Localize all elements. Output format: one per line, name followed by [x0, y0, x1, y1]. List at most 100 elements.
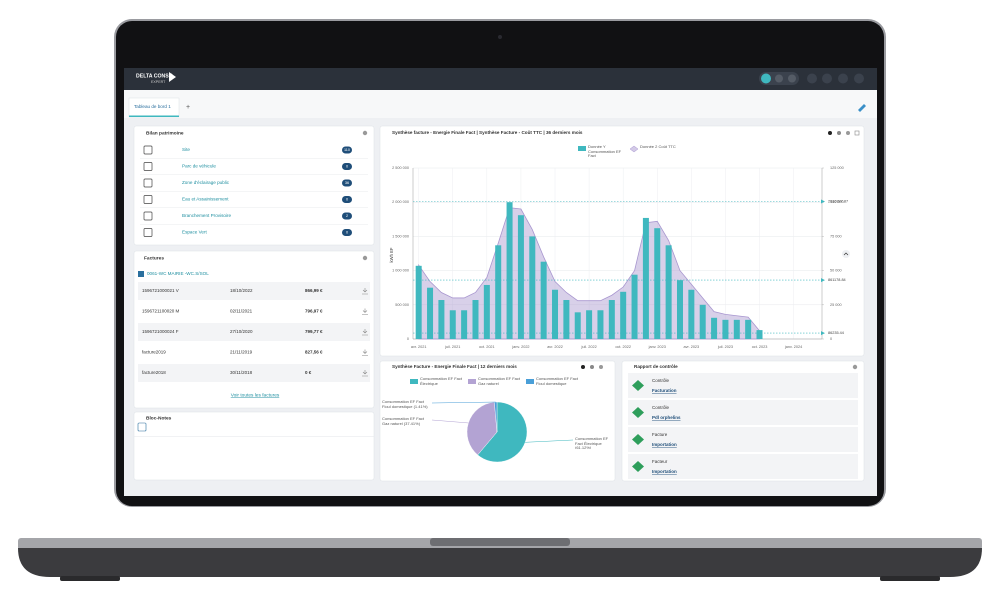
- pie-label-box: Consommation EF Fact Gaz naturel (37.41%…: [382, 417, 430, 429]
- brand: DELTA CONSO: [136, 73, 173, 79]
- site-name: 0061-WC MAIRIE -WC.S/SOL: [147, 271, 209, 276]
- settings-icon[interactable]: [363, 131, 367, 135]
- x-tick-label: juil. 2022: [580, 345, 596, 349]
- row-bg: [138, 364, 370, 382]
- invoice-number: facture2018: [142, 370, 166, 375]
- x-tick-label: janv. 2023: [648, 345, 666, 349]
- notes-edit[interactable]: [138, 423, 146, 431]
- y2-tick-label: 50 000: [830, 269, 842, 273]
- invoice-amount: 866,99 €: [305, 288, 323, 293]
- card-title: Synthèse facture - Energie Finale Fact |…: [392, 130, 583, 135]
- notes-divider: [134, 436, 374, 437]
- report-kind: Facture: [652, 432, 668, 437]
- count: 0: [346, 231, 348, 235]
- bar: [734, 320, 740, 339]
- bar: [484, 285, 490, 339]
- x-tick-label: janv. 2024: [784, 345, 802, 349]
- y-tick-label: 1 500 000: [392, 234, 409, 238]
- row-label[interactable]: Site: [182, 147, 190, 152]
- bar: [597, 310, 603, 339]
- card-title: Factures: [144, 255, 164, 261]
- row-label[interactable]: Eau et Assainissement: [182, 197, 229, 202]
- invoice-amount: 827,56 €: [305, 350, 323, 355]
- x-tick-label: juil. 2023: [717, 345, 733, 349]
- y-tick-label: 2 000 000: [392, 200, 409, 204]
- invoice-date: 30/11/2018: [230, 370, 253, 375]
- count: 0: [346, 198, 348, 202]
- row-label[interactable]: Branchement Provisoire: [182, 213, 231, 218]
- settings-icon[interactable]: [846, 131, 850, 135]
- bar: [552, 290, 558, 339]
- report-kind: Facteur: [652, 459, 668, 464]
- y-tick-label: 500 000: [395, 303, 409, 307]
- bar: [620, 292, 626, 339]
- icon-button[interactable]: [838, 74, 848, 84]
- report-item: [628, 454, 858, 479]
- x-tick-label: avr. 2023: [684, 345, 700, 349]
- icon-button[interactable]: [788, 75, 796, 83]
- row-label[interactable]: Parc de véhicule: [182, 164, 216, 169]
- legend-swatch: [468, 379, 476, 384]
- pie-label-box: Consommation EF Fact Fioul domestique (1…: [382, 400, 430, 412]
- legend-label: Donnée Y Consommation EF Fact: [588, 145, 628, 157]
- laptop-foot: [60, 576, 120, 581]
- y2-tick-label: 125 000: [830, 166, 844, 170]
- row-label[interactable]: Zone d'éclairage public: [182, 180, 230, 185]
- tab-label[interactable]: Tableau de bord 1: [134, 104, 171, 109]
- y2-tick-label: 25 000: [830, 303, 842, 307]
- settings-icon[interactable]: [363, 256, 367, 260]
- x-tick-label: janv. 2022: [511, 345, 529, 349]
- icon-button[interactable]: [761, 74, 771, 84]
- card-title: Bilan patrimoine: [146, 130, 184, 136]
- bar: [722, 320, 728, 339]
- refresh-icon[interactable]: [590, 365, 594, 369]
- info-icon[interactable]: [581, 365, 585, 369]
- settings-icon[interactable]: [599, 365, 603, 369]
- reference-label: 861178.84: [828, 278, 846, 282]
- bar: [654, 228, 660, 339]
- card-bilan: [134, 126, 374, 245]
- report-link[interactable]: Importation: [652, 469, 677, 474]
- legend-label-box: Consommation EF Fact Électrique: [420, 377, 466, 389]
- user-button[interactable]: [854, 74, 864, 84]
- bar: [643, 218, 649, 339]
- report-kind: Contrôle: [652, 378, 670, 383]
- icon-button[interactable]: [807, 74, 817, 84]
- legend-swatch: [526, 379, 534, 384]
- settings-icon[interactable]: [853, 365, 857, 369]
- reference-label: 2010397.87: [828, 199, 848, 203]
- bar: [450, 310, 456, 339]
- report-link[interactable]: Facturation: [652, 388, 677, 393]
- bar: [518, 215, 524, 339]
- legend-label-box: Donnée 2 Coût TTC: [640, 145, 680, 157]
- x-tick-label: avr. 2021: [411, 345, 427, 349]
- count: 36: [345, 181, 349, 185]
- laptop-base: [18, 548, 982, 577]
- tab-underline: [129, 116, 179, 118]
- refresh-icon[interactable]: [837, 131, 841, 135]
- count: 0: [346, 165, 348, 169]
- info-icon[interactable]: [828, 131, 832, 135]
- report-link[interactable]: Pdl orphelins: [652, 415, 681, 420]
- legend-label-box: Donnée Y Consommation EF Fact: [588, 145, 628, 157]
- icon-button[interactable]: [822, 74, 832, 84]
- tab-add[interactable]: +: [186, 104, 190, 111]
- pie-label: Consommation EF Fact Fioul domestique (1…: [382, 400, 430, 409]
- tab-bar: [124, 90, 877, 118]
- legend-label: Consommation EF Fact Gaz naturel: [478, 377, 524, 386]
- bar: [529, 236, 535, 339]
- see-all-link[interactable]: Voir toutes les factures: [231, 392, 280, 398]
- bar: [666, 245, 672, 339]
- y-tick-label: 0: [407, 337, 409, 341]
- invoice-number: 1596721000024 F: [142, 329, 179, 334]
- bar: [632, 275, 638, 339]
- invoice-date: 18/10/2022: [230, 288, 253, 293]
- icon-button[interactable]: [775, 75, 783, 83]
- row-label[interactable]: Espace Vert: [182, 230, 207, 235]
- report-link[interactable]: Importation: [652, 442, 677, 447]
- collapse-button[interactable]: [842, 250, 850, 258]
- x-tick-label: oct. 2023: [752, 345, 768, 349]
- x-tick-label: oct. 2021: [479, 345, 495, 349]
- legend-label: Donnée 2 Coût TTC: [640, 145, 680, 150]
